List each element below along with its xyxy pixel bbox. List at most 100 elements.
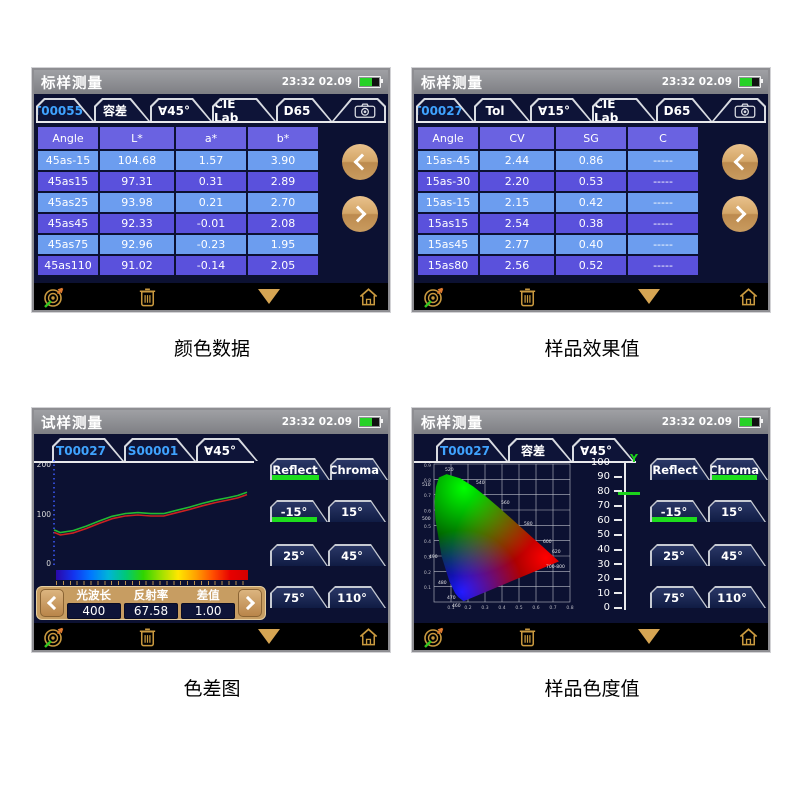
readout-prev-button[interactable] (40, 589, 64, 617)
cell: 1.57 (176, 151, 246, 170)
y-tick-200: 200 (37, 460, 52, 469)
clock-text: 23:32 02.09 (281, 76, 352, 88)
angle-button-15[interactable]: 15° (708, 500, 766, 522)
tab-geometry[interactable]: ∀45° (196, 438, 258, 461)
measure-icon[interactable] (42, 285, 66, 309)
angle-button-75[interactable]: 75° (650, 586, 708, 608)
cell: ----- (628, 193, 698, 212)
svg-text:0.6: 0.6 (424, 509, 431, 515)
clock-text: 23:32 02.09 (661, 416, 732, 428)
next-button[interactable] (342, 196, 378, 232)
cell: 92.33 (100, 214, 174, 233)
svg-text:470: 470 (447, 595, 456, 601)
tab-record[interactable]: T00055 (36, 98, 94, 121)
tab-illuminant[interactable]: D65 (276, 98, 332, 121)
measure-icon[interactable] (422, 285, 446, 309)
cell: 3.90 (248, 151, 318, 170)
angle-button-neg15[interactable]: -15° (270, 500, 328, 522)
titlebar: 标样测量 23:32 02.09 (414, 70, 768, 94)
tab-cielab[interactable]: CIE Lab (592, 98, 656, 121)
difference-value: 1.00 (181, 603, 236, 619)
tab-camera[interactable] (332, 98, 386, 121)
svg-text:510: 510 (422, 482, 431, 488)
tab-cielab[interactable]: CIE Lab (212, 98, 276, 121)
tab-illuminant[interactable]: D65 (656, 98, 712, 121)
cell: 92.96 (100, 235, 174, 254)
angle-button-15[interactable]: 15° (328, 500, 386, 522)
angle-button-110[interactable]: 110° (328, 586, 386, 608)
screen-effect-values: 标样测量 23:32 02.09 T00027 Tol ∀15° CIE Lab… (412, 68, 770, 312)
cell: 15as-45 (418, 151, 478, 170)
reflect-button[interactable]: Reflect (650, 458, 710, 480)
cell: 2.20 (480, 172, 554, 191)
cell: 0.38 (556, 214, 626, 233)
svg-text:540: 540 (476, 480, 485, 486)
prev-button[interactable] (342, 144, 378, 180)
cell: ----- (628, 151, 698, 170)
angle-button-neg15[interactable]: -15° (650, 500, 708, 522)
next-button[interactable] (722, 196, 758, 232)
home-icon[interactable] (357, 625, 380, 648)
col-header: CV (480, 127, 554, 149)
tab-tolerance[interactable]: 容差 (508, 438, 572, 461)
cell: 91.02 (100, 256, 174, 275)
angle-button-45[interactable]: 45° (708, 544, 766, 566)
cell: 0.40 (556, 235, 626, 254)
tab-underline (34, 461, 254, 463)
trash-icon[interactable] (136, 625, 159, 648)
svg-text:0.5: 0.5 (515, 605, 522, 611)
down-triangle-icon[interactable] (638, 289, 660, 304)
cell: 0.21 (176, 193, 246, 212)
cell: 15as-30 (418, 172, 478, 191)
svg-text:560: 560 (501, 500, 510, 506)
screen-color-data: 标样测量 23:32 02.09 T00055 容差 ∀45° CIE Lab … (32, 68, 390, 312)
tab-record[interactable]: T00027 (52, 438, 124, 461)
measure-icon[interactable] (42, 625, 66, 649)
down-triangle-icon[interactable] (258, 629, 280, 644)
angle-button-25[interactable]: 25° (270, 544, 328, 566)
camera-icon (354, 102, 376, 119)
chevron-right-icon (349, 205, 367, 223)
down-triangle-icon[interactable] (258, 289, 280, 304)
svg-text:0.2: 0.2 (464, 605, 471, 611)
prev-button[interactable] (722, 144, 758, 180)
trash-icon[interactable] (136, 285, 159, 308)
screen-content: T00027 容差 ∀45° (414, 434, 768, 623)
tab-tolerance[interactable]: 容差 (94, 98, 150, 121)
spectral-chart: 200 100 0 (37, 460, 248, 568)
tab-record[interactable]: T00027 (436, 438, 508, 461)
readout-next-button[interactable] (238, 589, 262, 617)
home-icon[interactable] (737, 285, 760, 308)
cell: -0.14 (176, 256, 246, 275)
cell: 45as25 (38, 193, 98, 212)
trash-icon[interactable] (516, 285, 539, 308)
tab-camera[interactable] (712, 98, 766, 121)
chroma-button[interactable]: Chroma (710, 458, 768, 480)
cell: 93.98 (100, 193, 174, 212)
angle-button-45[interactable]: 45° (328, 544, 386, 566)
chroma-button[interactable]: Chroma (330, 458, 388, 480)
cell: 2.89 (248, 172, 318, 191)
measure-icon[interactable] (422, 625, 446, 649)
scale-axis (624, 461, 626, 610)
chevron-left-icon (46, 595, 61, 611)
angle-button-25[interactable]: 25° (650, 544, 708, 566)
tab-geometry[interactable]: ∀15° (530, 98, 592, 121)
tab-sample[interactable]: S00001 (124, 438, 196, 461)
tab-geometry[interactable]: ∀45° (572, 438, 634, 461)
cell: 2.15 (480, 193, 554, 212)
tab-geometry[interactable]: ∀45° (150, 98, 212, 121)
luminance-scale: 100 90 80 70 60 50 40 30 20 10 0 Y (578, 452, 648, 618)
svg-text:700-800: 700-800 (546, 564, 565, 570)
reflect-button[interactable]: Reflect (270, 458, 330, 480)
tab-tolerance[interactable]: Tol (474, 98, 530, 121)
home-icon[interactable] (737, 625, 760, 648)
trash-icon[interactable] (516, 625, 539, 648)
color-data-table: Angle L* a* b* 45as-15 104.68 1.57 3.90 … (38, 127, 318, 275)
angle-button-110[interactable]: 110° (708, 586, 766, 608)
down-triangle-icon[interactable] (638, 629, 660, 644)
screen-title: 试样测量 (41, 415, 103, 432)
home-icon[interactable] (357, 285, 380, 308)
angle-button-75[interactable]: 75° (270, 586, 328, 608)
tab-record[interactable]: T00027 (416, 98, 474, 121)
